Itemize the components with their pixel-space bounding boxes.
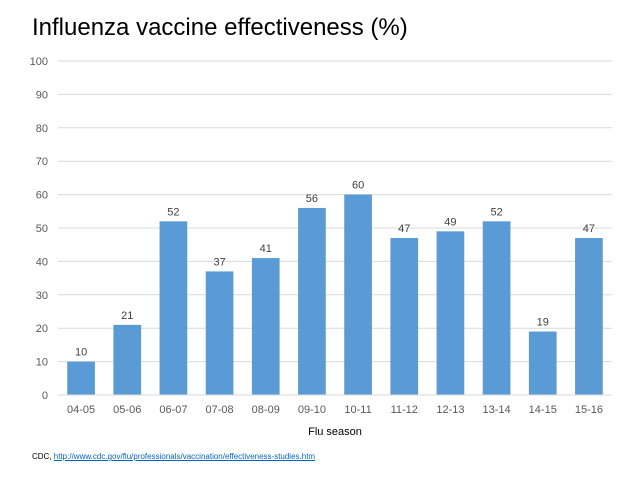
x-tick-label: 10-11 xyxy=(344,404,371,416)
bar-06-07 xyxy=(159,221,188,395)
x-tick-label: 04-05 xyxy=(67,404,95,416)
bar-14-15 xyxy=(528,331,557,395)
y-tick-label: 70 xyxy=(36,156,48,168)
bar-07-08 xyxy=(205,271,234,395)
bars xyxy=(67,194,603,395)
x-tick-label: 07-08 xyxy=(206,404,234,416)
data-label-11-12: 47 xyxy=(398,223,410,235)
x-axis-label: Flu season xyxy=(308,426,362,438)
x-tick-label: 09-10 xyxy=(298,404,326,416)
data-label-09-10: 56 xyxy=(306,193,318,205)
chart-title: Influenza vaccine effectiveness (%) xyxy=(32,14,408,41)
bar-05-06 xyxy=(113,324,142,395)
y-tick-label: 0 xyxy=(42,390,48,402)
source-note: CDC, http://www.cdc.gov/flu/professional… xyxy=(32,452,315,461)
data-label-15-16: 47 xyxy=(583,223,595,235)
y-tick-label: 80 xyxy=(36,123,48,135)
data-label-10-11: 60 xyxy=(352,180,364,192)
data-label-06-07: 52 xyxy=(167,206,179,218)
data-label-05-06: 21 xyxy=(121,310,133,322)
x-tick-label: 08-09 xyxy=(252,404,280,416)
data-label-07-08: 37 xyxy=(213,256,225,268)
gridlines xyxy=(58,60,612,363)
source-prefix: CDC, xyxy=(32,452,54,461)
bar-04-05 xyxy=(67,361,95,395)
data-labels: 10 21 52 37 41 56 60 47 49 52 19 47 xyxy=(75,180,595,359)
bar-13-14 xyxy=(482,221,511,395)
y-tick-label: 10 xyxy=(36,357,48,369)
x-tick-label: 11-12 xyxy=(391,404,418,416)
x-axis-ticks: 04-05 05-06 06-07 07-08 08-09 09-10 10-11 11-12… xyxy=(67,404,603,416)
data-label-12-13: 49 xyxy=(444,216,456,228)
data-label-08-09: 41 xyxy=(260,243,272,255)
x-tick-label: 14-15 xyxy=(529,404,557,416)
bar-12-13 xyxy=(436,231,465,395)
y-tick-label: 90 xyxy=(36,89,48,101)
y-tick-label: 100 xyxy=(30,56,48,68)
data-label-04-05: 10 xyxy=(75,347,87,359)
source-link[interactable]: http://www.cdc.gov/flu/professionals/vac… xyxy=(53,452,316,461)
y-axis-ticks: 0 10 20 30 40 50 60 70 80 90 100 xyxy=(30,56,48,402)
data-label-14-15: 19 xyxy=(537,317,549,329)
y-tick-label: 50 xyxy=(36,223,48,235)
y-tick-label: 30 xyxy=(36,290,48,302)
x-tick-label: 06-07 xyxy=(159,404,187,416)
bar-09-10 xyxy=(298,207,326,395)
x-tick-label: 13-14 xyxy=(483,404,511,416)
bar-15-16 xyxy=(575,238,603,395)
x-tick-label: 12-13 xyxy=(436,404,464,416)
bar-08-09 xyxy=(251,258,280,395)
x-tick-label: 05-06 xyxy=(113,404,141,416)
y-tick-label: 60 xyxy=(36,190,48,202)
y-tick-label: 20 xyxy=(36,323,48,335)
x-tick-label: 15-16 xyxy=(575,404,603,416)
data-label-13-14: 52 xyxy=(490,206,502,218)
bar-10-11 xyxy=(344,194,372,395)
y-tick-label: 40 xyxy=(36,256,48,268)
bar-11-12 xyxy=(390,238,419,395)
